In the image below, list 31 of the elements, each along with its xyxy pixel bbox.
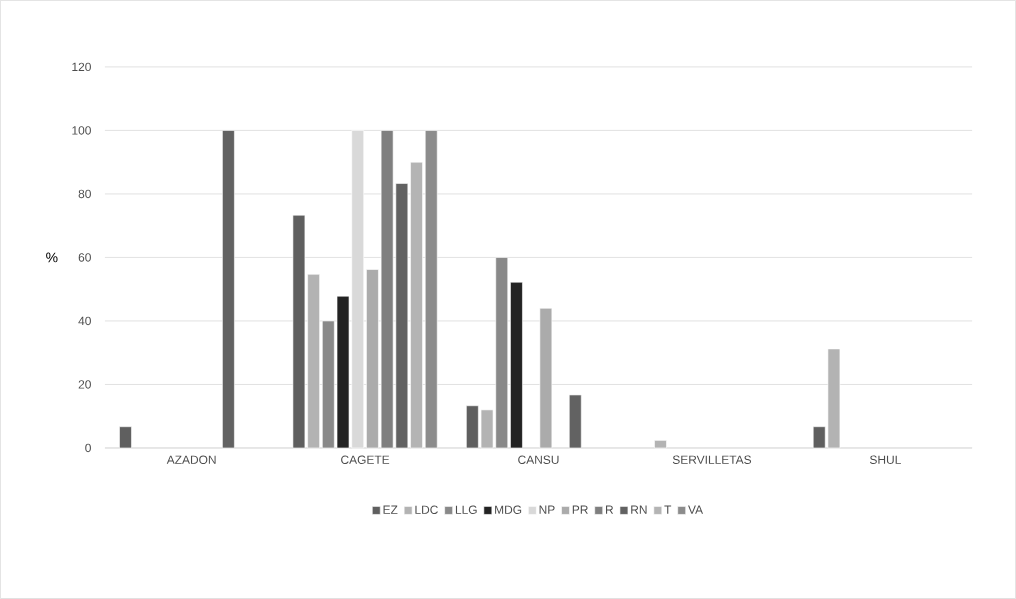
- bar: [424, 130, 438, 449]
- legend-label: RN: [631, 505, 647, 514]
- y-tick-label: 80: [78, 189, 91, 199]
- legend-label: R: [606, 505, 614, 514]
- bar: [119, 426, 132, 449]
- legend-label: T: [664, 505, 672, 514]
- x-tick-label: CAGETE: [341, 455, 390, 464]
- x-tick-label: SHUL: [869, 455, 901, 464]
- bar: [222, 130, 235, 449]
- y-axis-title: %: [46, 252, 58, 263]
- y-tick-label: 20: [78, 380, 91, 389]
- y-tick-label: 120: [72, 62, 91, 72]
- y-tick-label: 0: [85, 443, 91, 453]
- legend-label: PR: [572, 505, 588, 514]
- bar: [410, 161, 423, 449]
- bar: [539, 307, 553, 449]
- legend-label: LDC: [415, 505, 438, 515]
- bar: [654, 440, 667, 449]
- y-tick-label: 60: [78, 253, 91, 262]
- legend-label: MDG: [495, 505, 522, 515]
- legend-label: EZ: [383, 505, 398, 514]
- bar: [510, 281, 523, 449]
- legend-label: LLG: [455, 505, 477, 515]
- legend-label: NP: [539, 505, 555, 514]
- x-tick-label: CANSU: [518, 455, 559, 464]
- x-tick-label: SERVILLETAS: [672, 455, 752, 464]
- y-tick-label: 100: [72, 126, 91, 135]
- y-tick-label: 40: [78, 316, 91, 326]
- x-tick-label: AZADON: [166, 455, 216, 464]
- legend-label: VA: [688, 505, 704, 514]
- bar: [568, 394, 582, 449]
